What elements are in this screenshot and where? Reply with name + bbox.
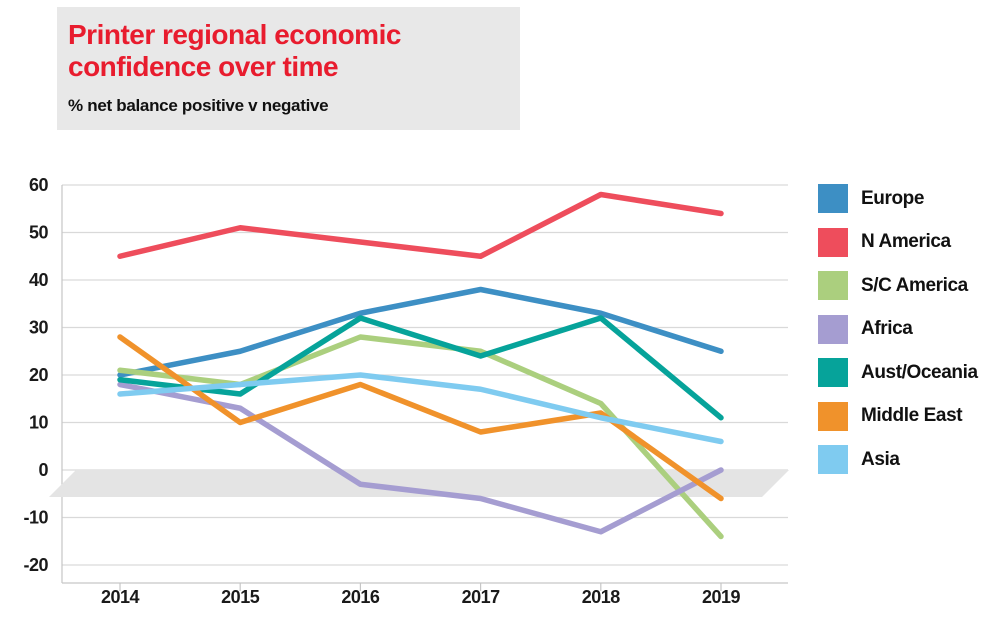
legend-item: Europe	[818, 184, 978, 213]
x-axis-label: 2014	[101, 587, 140, 607]
legend-item: S/C America	[818, 271, 978, 300]
y-axis-label: 60	[29, 175, 49, 195]
series-line-asia	[117, 372, 724, 445]
chart-title-line2: confidence over time	[68, 50, 339, 82]
legend-item: Asia	[818, 445, 978, 474]
series-line-africa	[117, 381, 724, 535]
y-axis-label: -20	[23, 555, 48, 575]
x-axis-label: 2019	[702, 587, 741, 607]
legend-label: Europe	[861, 187, 925, 209]
chart-title: Printer regional economic confidence over…	[68, 19, 520, 82]
legend-item: Middle East	[818, 401, 978, 431]
y-axis-label: 0	[38, 460, 48, 480]
x-axis-label: 2018	[582, 587, 621, 607]
legend-swatch	[818, 445, 848, 474]
legend-label: Africa	[861, 318, 913, 339]
legend-item: N America	[818, 227, 978, 257]
x-axis-label: 2015	[221, 587, 260, 607]
legend-item: Aust/Oceania	[818, 358, 978, 387]
legend-swatch	[818, 314, 848, 344]
y-axis-label: 10	[29, 413, 49, 433]
legend-label: S/C America	[861, 274, 968, 296]
y-axis-label: -10	[23, 508, 48, 528]
legend-swatch	[818, 271, 848, 300]
series-line-europe	[117, 286, 724, 378]
series-line-middle-east	[117, 334, 724, 502]
y-axis-label: 40	[29, 270, 49, 290]
legend-label: N America	[861, 231, 951, 252]
x-axis-label: 2017	[462, 587, 501, 607]
legend-label: Middle East	[861, 405, 963, 426]
y-axis-label: 30	[29, 318, 49, 338]
legend-swatch	[818, 227, 848, 257]
legend-label: Asia	[861, 448, 900, 470]
legend-swatch	[818, 184, 848, 213]
legend-item: Africa	[818, 314, 978, 344]
chart-header: Printer regional economic confidence over…	[57, 7, 520, 130]
legend-label: Aust/Oceania	[861, 361, 978, 383]
chart-title-line1: Printer regional economic	[68, 19, 401, 50]
chart-subtitle: % net balance positive v negative	[68, 96, 329, 116]
y-axis-label: 20	[29, 365, 49, 385]
legend-swatch	[818, 358, 848, 387]
zero-shadow-band	[49, 470, 789, 497]
y-axis-label: 50	[29, 223, 49, 243]
series-line-n-america	[117, 191, 724, 259]
x-axis-label: 2016	[341, 587, 380, 607]
series-line-aust-oceania	[117, 315, 724, 421]
legend-swatch	[818, 401, 848, 431]
chart-legend: Europe N America S/C America Africa Aust/Oce…	[818, 184, 978, 489]
